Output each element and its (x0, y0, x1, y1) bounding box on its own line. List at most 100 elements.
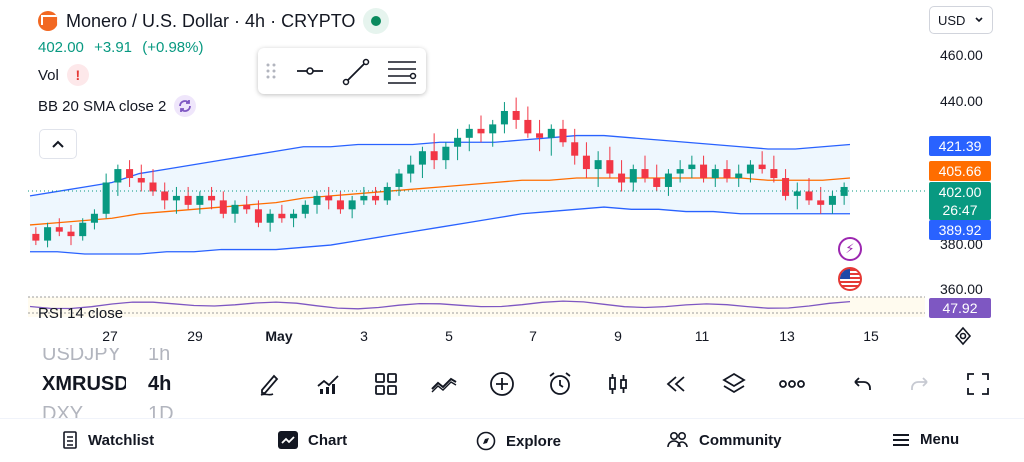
symbol-name: XMRUSD (42, 372, 126, 395)
compare-icon[interactable] (428, 368, 460, 400)
drawing-toolbar[interactable] (258, 48, 426, 94)
flash-event-icon[interactable]: ⚡ (838, 237, 862, 261)
rsi-label-text: RSI 14 close (38, 308, 124, 320)
symbol-header[interactable]: Monero / U.S. Dollar · 4h · CRYPTO (38, 8, 390, 34)
time-axis-label: 7 (529, 328, 537, 344)
more-icon[interactable] (776, 368, 808, 400)
chart-toolbar (250, 368, 1000, 404)
alarm-icon[interactable] (544, 368, 576, 400)
candle (618, 160, 626, 192)
last-price-tag-value: 402.00 (938, 184, 982, 200)
candle (442, 142, 450, 170)
symbol-item-active[interactable]: XMRUSD 4h (42, 372, 182, 396)
last-price: 402.00 (38, 39, 84, 56)
candle (102, 173, 110, 219)
symbol-item[interactable]: USDJPY 1h (42, 348, 182, 366)
symbol-name: USDJPY (42, 348, 121, 365)
candle (32, 227, 40, 246)
candle (418, 146, 426, 179)
redo-icon[interactable] (904, 368, 936, 400)
bb-upper-tag: 421.39 (929, 136, 991, 156)
time-axis-label: 15 (863, 328, 879, 344)
candle (758, 151, 766, 174)
last-price-tag: 402.00 26:47 (929, 182, 991, 220)
candle (629, 164, 637, 192)
chart-icon (278, 431, 298, 449)
symbol-switcher[interactable]: USDJPY 1h XMRUSD 4h DXY 1D (42, 348, 182, 418)
candle (735, 164, 743, 187)
nav-chart[interactable]: Chart (278, 431, 347, 449)
refresh-icon[interactable] (174, 95, 197, 117)
compass-icon (476, 431, 496, 451)
indicator-vol[interactable]: Vol ! (38, 64, 89, 86)
candle (360, 186, 368, 205)
indicator-vol-label: Vol (38, 66, 59, 84)
candle (653, 164, 661, 192)
nav-watchlist-label: Watchlist (88, 431, 155, 449)
symbol-item[interactable]: DXY 1D (42, 402, 182, 419)
candle (524, 106, 532, 138)
time-axis-label: 29 (187, 328, 203, 344)
market-open-dot-icon[interactable] (363, 8, 390, 34)
candle (559, 119, 567, 147)
rsi-pane (28, 297, 925, 317)
monero-logo-icon (38, 11, 58, 31)
candle (711, 164, 719, 187)
price-axis-label: 380.00 (940, 236, 983, 252)
bb-upper-line (29, 134, 851, 197)
candle (254, 200, 262, 228)
candle (348, 195, 356, 219)
candle (79, 218, 87, 241)
candles-icon[interactable] (602, 368, 634, 400)
candle (301, 200, 309, 219)
horizontal-line-icon[interactable] (296, 61, 324, 81)
nav-menu[interactable]: Menu (892, 431, 959, 448)
time-axis-label: 11 (694, 328, 710, 344)
candle (512, 97, 520, 129)
candle (407, 155, 415, 183)
nav-explore[interactable]: Explore (476, 431, 561, 451)
undo-icon[interactable] (846, 368, 878, 400)
time-axis-label: 27 (102, 328, 118, 344)
time-axis-label: 9 (614, 328, 622, 344)
candle (161, 182, 169, 210)
bb-lower-tag: 389.92 (929, 220, 991, 240)
add-icon[interactable] (486, 368, 518, 400)
layout-grid-icon[interactable] (370, 368, 402, 400)
alert-icon[interactable]: ! (66, 64, 89, 86)
candle (278, 204, 286, 223)
nav-watchlist[interactable]: Watchlist (62, 431, 154, 449)
indicator-bb[interactable]: BB 20 SMA close 2 (38, 95, 197, 117)
drag-handle-icon[interactable] (266, 62, 276, 80)
fullscreen-icon[interactable] (962, 368, 994, 400)
bb-lower-line (30, 206, 850, 255)
candle (571, 128, 579, 165)
price-axis-label: 460.00 (940, 47, 983, 63)
candle (243, 195, 251, 214)
candle (793, 182, 801, 210)
replay-icon[interactable] (660, 368, 692, 400)
currency-value: USD (938, 12, 966, 28)
symbol-interval: 4h (148, 372, 172, 395)
menu-icon (893, 433, 909, 446)
fib-lines-icon[interactable] (386, 58, 418, 86)
watchlist-icon (63, 431, 77, 449)
us-flag-event-icon[interactable] (838, 267, 862, 291)
indicator-bb-label: BB 20 SMA close 2 (38, 97, 167, 115)
candle (44, 222, 52, 248)
collapse-legend-button[interactable] (39, 129, 77, 159)
bar-countdown: 26:47 (942, 202, 978, 218)
nav-community[interactable]: Community (667, 431, 782, 449)
rsi-label[interactable]: RSI 14 close (38, 308, 123, 320)
layers-icon[interactable] (718, 368, 750, 400)
pencil-icon[interactable] (254, 368, 286, 400)
indicators-icon[interactable] (312, 368, 344, 400)
candle (313, 191, 321, 214)
chart-settings-icon[interactable] (953, 326, 973, 346)
candle (536, 119, 544, 152)
currency-select[interactable]: USD (929, 6, 993, 34)
trend-line-icon[interactable] (342, 58, 370, 86)
symbol-title: Monero / U.S. Dollar · 4h · CRYPTO (66, 10, 356, 31)
nav-community-label: Community (699, 431, 782, 449)
